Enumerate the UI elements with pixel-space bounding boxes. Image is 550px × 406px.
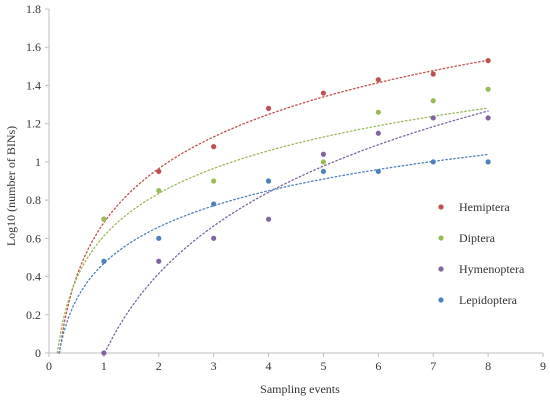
y-axis-title: Log10 (number of BINs) xyxy=(4,126,18,246)
legend-marker-diptera xyxy=(438,235,444,241)
data-point-diptera xyxy=(156,187,162,194)
legend-label-hemiptera: Hemiptera xyxy=(459,200,510,214)
x-tick-label: 6 xyxy=(375,359,381,373)
y-tick-label: 0 xyxy=(35,346,41,360)
data-point-diptera xyxy=(101,216,107,222)
x-tick-label: 2 xyxy=(156,359,162,373)
data-point-hymenoptera xyxy=(211,235,217,241)
legend-label-hymenoptera: Hymenoptera xyxy=(459,262,525,276)
data-point-lepidoptera xyxy=(156,235,162,241)
y-tick-label: 1.4 xyxy=(26,78,41,92)
data-points xyxy=(101,58,491,356)
data-point-lepidoptera xyxy=(101,258,107,264)
y-tick-label: 1.6 xyxy=(26,40,41,54)
data-point-hymenoptera xyxy=(101,350,107,356)
trendline-diptera xyxy=(56,107,489,354)
axes: 0 1 2 3 4 5 6 7 8 9 0 0.2 0.4 0.6 0.8 1 1.2 1.4 1.6 1.8 xyxy=(26,2,546,373)
trendlines xyxy=(56,59,489,354)
trendline-hemiptera xyxy=(58,59,489,354)
data-point-hymenoptera xyxy=(430,115,436,121)
data-point-hymenoptera xyxy=(265,216,272,222)
y-tick-label: 0.8 xyxy=(26,193,41,207)
data-point-hemiptera xyxy=(211,144,217,150)
trendline-hymenoptera xyxy=(104,110,489,354)
data-point-lepidoptera xyxy=(375,168,381,175)
data-point-hymenoptera xyxy=(320,151,327,157)
data-point-lepidoptera xyxy=(265,178,272,184)
y-tick-label: 0.4 xyxy=(26,270,41,284)
x-tick-label: 4 xyxy=(266,359,272,373)
x-tick-label: 1 xyxy=(101,359,107,373)
data-point-hemiptera xyxy=(375,77,381,83)
trendline-lepidoptera xyxy=(58,153,489,354)
y-tick-label: 0.2 xyxy=(26,308,41,322)
data-point-lepidoptera xyxy=(320,168,327,175)
data-point-lepidoptera xyxy=(430,159,436,165)
x-tick-label: 8 xyxy=(485,359,491,373)
y-tick-label: 1.2 xyxy=(26,117,41,131)
data-point-diptera xyxy=(320,159,327,165)
data-point-diptera xyxy=(375,109,381,115)
x-tick-label: 9 xyxy=(540,359,546,373)
legend-marker-hemiptera xyxy=(438,204,444,210)
data-point-hemiptera xyxy=(320,90,327,96)
x-tick-label: 7 xyxy=(430,359,436,373)
y-tick-label: 1.8 xyxy=(26,2,41,16)
data-point-lepidoptera xyxy=(211,201,217,207)
data-point-hemiptera xyxy=(265,105,272,111)
data-point-diptera xyxy=(485,86,491,92)
data-point-diptera xyxy=(211,178,217,184)
legend-marker-lepidoptera xyxy=(438,297,444,303)
data-point-hymenoptera xyxy=(375,130,381,136)
legend: Hemiptera Diptera Hymenoptera Lepidoptera xyxy=(438,200,525,307)
x-tick-label: 0 xyxy=(46,359,52,373)
data-point-hemiptera xyxy=(485,58,491,64)
legend-label-diptera: Diptera xyxy=(459,231,496,245)
data-point-hymenoptera xyxy=(156,258,162,264)
y-tick-label: 0.6 xyxy=(26,231,41,245)
x-tick-label: 5 xyxy=(320,359,326,373)
data-point-hemiptera xyxy=(430,71,436,77)
data-point-hemiptera xyxy=(156,168,162,175)
legend-marker-hymenoptera xyxy=(438,266,444,272)
legend-label-lepidoptera: Lepidoptera xyxy=(459,293,518,307)
y-tick-label: 1 xyxy=(35,155,41,169)
data-point-hymenoptera xyxy=(485,115,491,121)
data-point-diptera xyxy=(430,98,436,104)
x-tick-label: 3 xyxy=(211,359,217,373)
data-point-lepidoptera xyxy=(485,159,491,165)
x-axis-title: Sampling events xyxy=(260,382,340,396)
